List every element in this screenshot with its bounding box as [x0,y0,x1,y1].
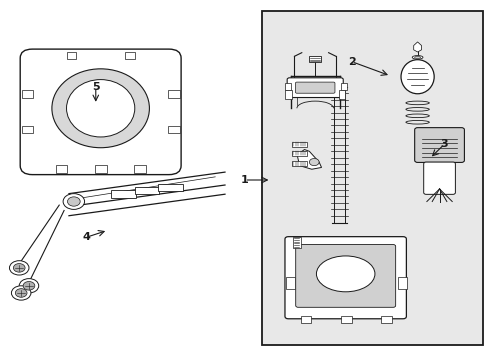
Circle shape [23,282,35,290]
Bar [56,165,67,173]
Text: 2: 2 [347,57,355,67]
Bar [21,126,33,134]
Bar [397,277,406,289]
Text: 3: 3 [440,139,447,149]
Text: 5: 5 [92,82,100,92]
Bar [135,187,159,194]
Circle shape [19,279,39,293]
FancyBboxPatch shape [20,49,181,175]
Bar [285,277,294,289]
Text: 4: 4 [82,232,90,242]
Circle shape [309,158,319,166]
Polygon shape [413,42,421,52]
Bar [380,316,391,323]
Bar [293,237,300,248]
Bar [338,90,345,99]
Bar [21,90,33,98]
Bar [292,141,306,147]
FancyBboxPatch shape [423,162,454,194]
Bar [66,52,76,59]
Bar [300,316,311,323]
Circle shape [13,264,25,272]
Circle shape [9,261,29,275]
FancyBboxPatch shape [295,244,395,307]
FancyBboxPatch shape [295,82,334,93]
Polygon shape [297,149,321,169]
Ellipse shape [52,69,149,148]
FancyBboxPatch shape [414,128,464,162]
Bar [95,165,106,173]
FancyBboxPatch shape [285,237,406,319]
Bar [261,12,483,345]
Ellipse shape [414,56,420,58]
Ellipse shape [411,55,422,59]
Bar [158,184,182,191]
Bar [292,161,306,166]
Circle shape [11,286,31,300]
Polygon shape [309,56,321,62]
Bar [292,150,306,156]
Ellipse shape [316,256,374,292]
Circle shape [15,289,27,297]
Bar [340,316,351,323]
Ellipse shape [400,60,433,94]
FancyBboxPatch shape [286,78,343,98]
Ellipse shape [66,80,135,137]
Bar [134,165,145,173]
Bar [340,83,346,90]
Bar [125,52,135,59]
Bar [111,190,136,198]
Circle shape [63,194,84,210]
Bar [168,90,179,98]
Text: 1: 1 [240,175,248,185]
Bar [168,126,179,134]
Bar [284,83,290,90]
Circle shape [67,197,80,206]
Bar [285,90,291,99]
